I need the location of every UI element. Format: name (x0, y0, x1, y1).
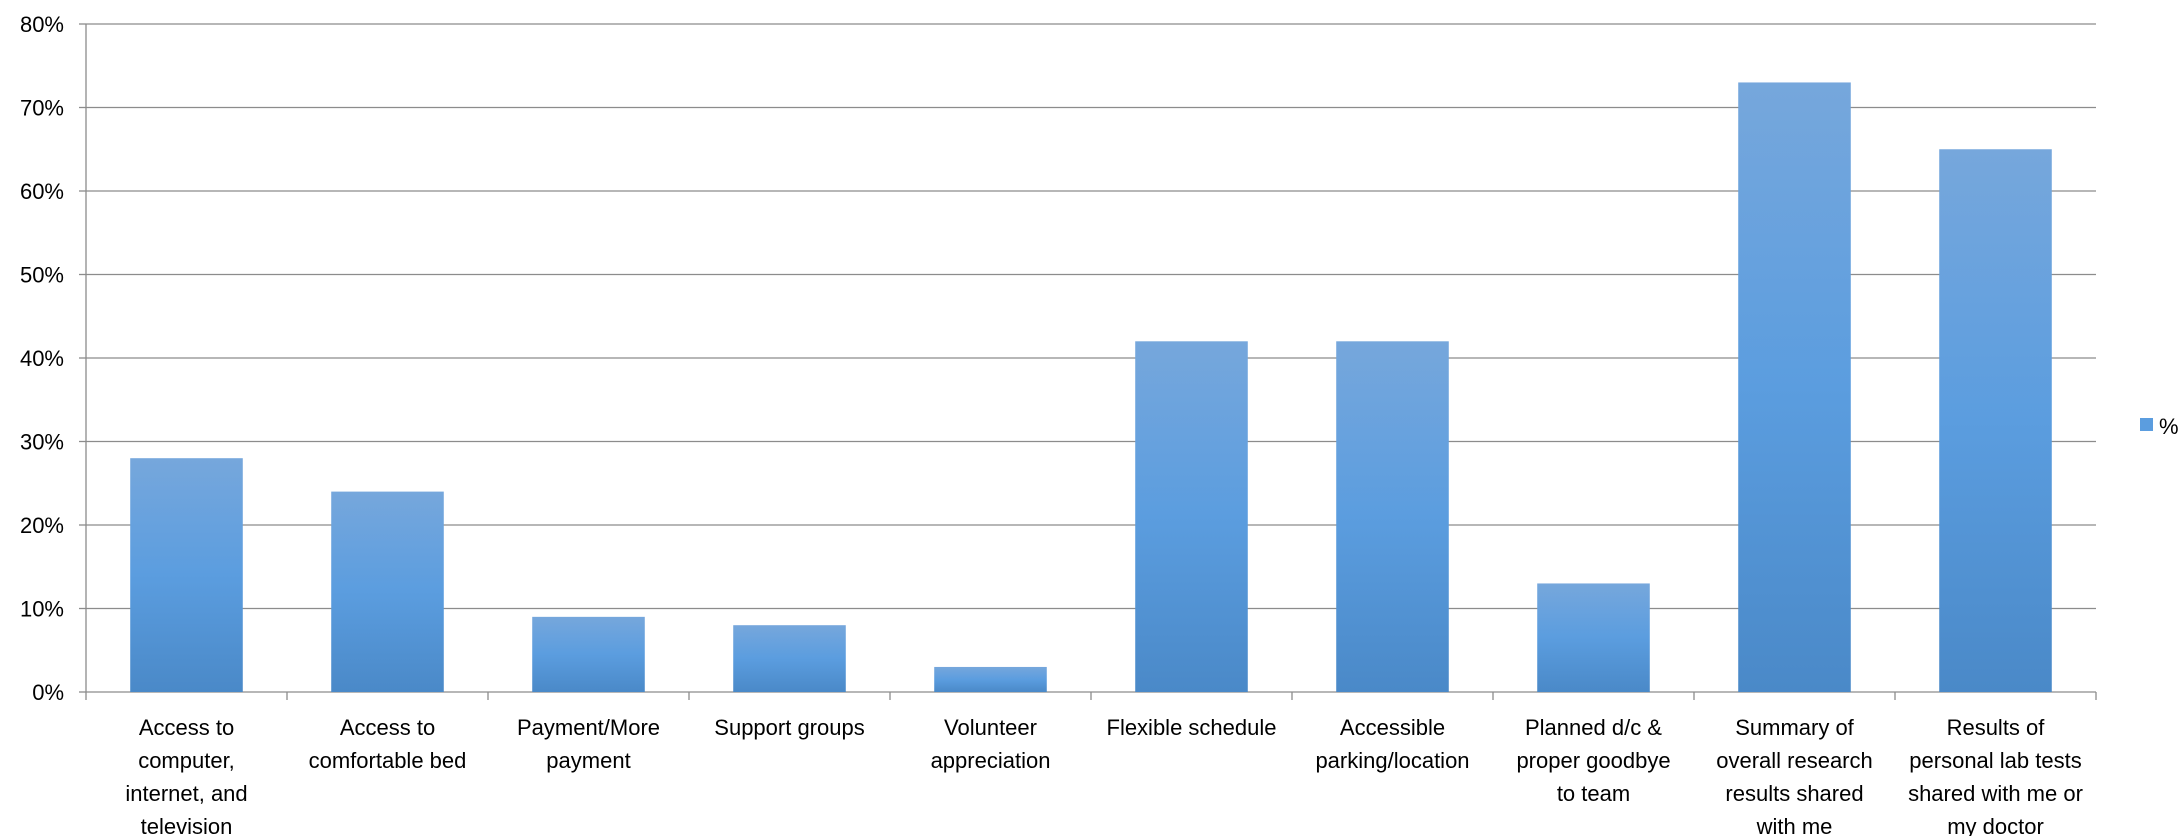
legend-label: % (2159, 414, 2179, 439)
y-tick-label: 0% (32, 680, 64, 705)
x-tick-label-line: Support groups (714, 715, 864, 740)
x-tick-label: Access to computer, internet, and televisio… (125, 715, 247, 836)
x-tick-label-line: personal lab tests (1909, 748, 2081, 773)
x-tick-label-line: my doctor (1947, 814, 2044, 836)
bars (130, 82, 2052, 692)
bar (1135, 341, 1248, 692)
x-tick-label: Results of personal lab tests shared with … (1908, 715, 2083, 836)
x-tick-label-line: Access to (139, 715, 234, 740)
x-tick-label-line: computer, (138, 748, 235, 773)
x-tick-label-line: Flexible schedule (1107, 715, 1277, 740)
x-tick-label-line: Accessible (1340, 715, 1445, 740)
x-tick-label-line: to team (1557, 781, 1630, 806)
y-tick-label: 50% (20, 263, 64, 288)
y-tick-label: 30% (20, 430, 64, 455)
legend-swatch (2140, 418, 2153, 431)
y-tick-label: 10% (20, 597, 64, 622)
bar (934, 666, 1047, 692)
x-tick-label-line: comfortable bed (309, 748, 467, 773)
x-tick-label-line: appreciation (931, 748, 1051, 773)
x-tick-label-line: Access to (340, 715, 435, 740)
x-tick-label: Flexible schedule (1107, 715, 1277, 740)
bar (1537, 583, 1650, 692)
x-tick-label-line: internet, and (125, 781, 247, 806)
bar (733, 625, 846, 692)
x-tick-label-line: Summary of (1735, 715, 1854, 740)
x-tick-labels: Access to computer, internet, and televisio… (125, 715, 2083, 836)
y-tick-label: 60% (20, 179, 64, 204)
x-tick-label-line: parking/location (1315, 748, 1469, 773)
x-tick-label-line: television (141, 814, 233, 836)
x-tick-label: Volunteer appreciation (931, 715, 1051, 773)
bar (1738, 82, 1851, 692)
bar (532, 616, 645, 692)
x-tick-label-line: results shared (1725, 781, 1863, 806)
x-tick-label-line: shared with me or (1908, 781, 2083, 806)
x-tick-label-line: Planned d/c & (1525, 715, 1662, 740)
x-tick-label: Access to comfortable bed (309, 715, 467, 773)
y-tick-labels: 0% 10% 20% 30% 40% 50% 60% 70% 80% (20, 12, 64, 705)
bar (331, 491, 444, 692)
y-tick-label: 20% (20, 513, 64, 538)
x-tick-label: Accessible parking/location (1315, 715, 1469, 773)
x-tick-label: Summary of overall research results shared… (1716, 715, 1873, 836)
y-tick-label: 70% (20, 96, 64, 121)
x-tick-label-line: Payment/More (517, 715, 660, 740)
y-tick-label: 40% (20, 346, 64, 371)
bar (1336, 341, 1449, 692)
x-tick-label-line: payment (546, 748, 630, 773)
x-tick-label-line: with me (1756, 814, 1833, 836)
legend: % (2140, 414, 2179, 439)
x-tick-label: Planned d/c & proper goodbye to team (1516, 715, 1670, 806)
bar (1939, 149, 2052, 692)
x-tick-label-line: Volunteer (944, 715, 1037, 740)
x-tick-label: Payment/More payment (517, 715, 660, 773)
x-tick-label-line: Results of (1947, 715, 2046, 740)
bar (130, 458, 243, 692)
x-tick-label-line: proper goodbye (1516, 748, 1670, 773)
x-tick-label: Support groups (714, 715, 864, 740)
y-tick-label: 80% (20, 12, 64, 37)
x-tick-label-line: overall research (1716, 748, 1873, 773)
